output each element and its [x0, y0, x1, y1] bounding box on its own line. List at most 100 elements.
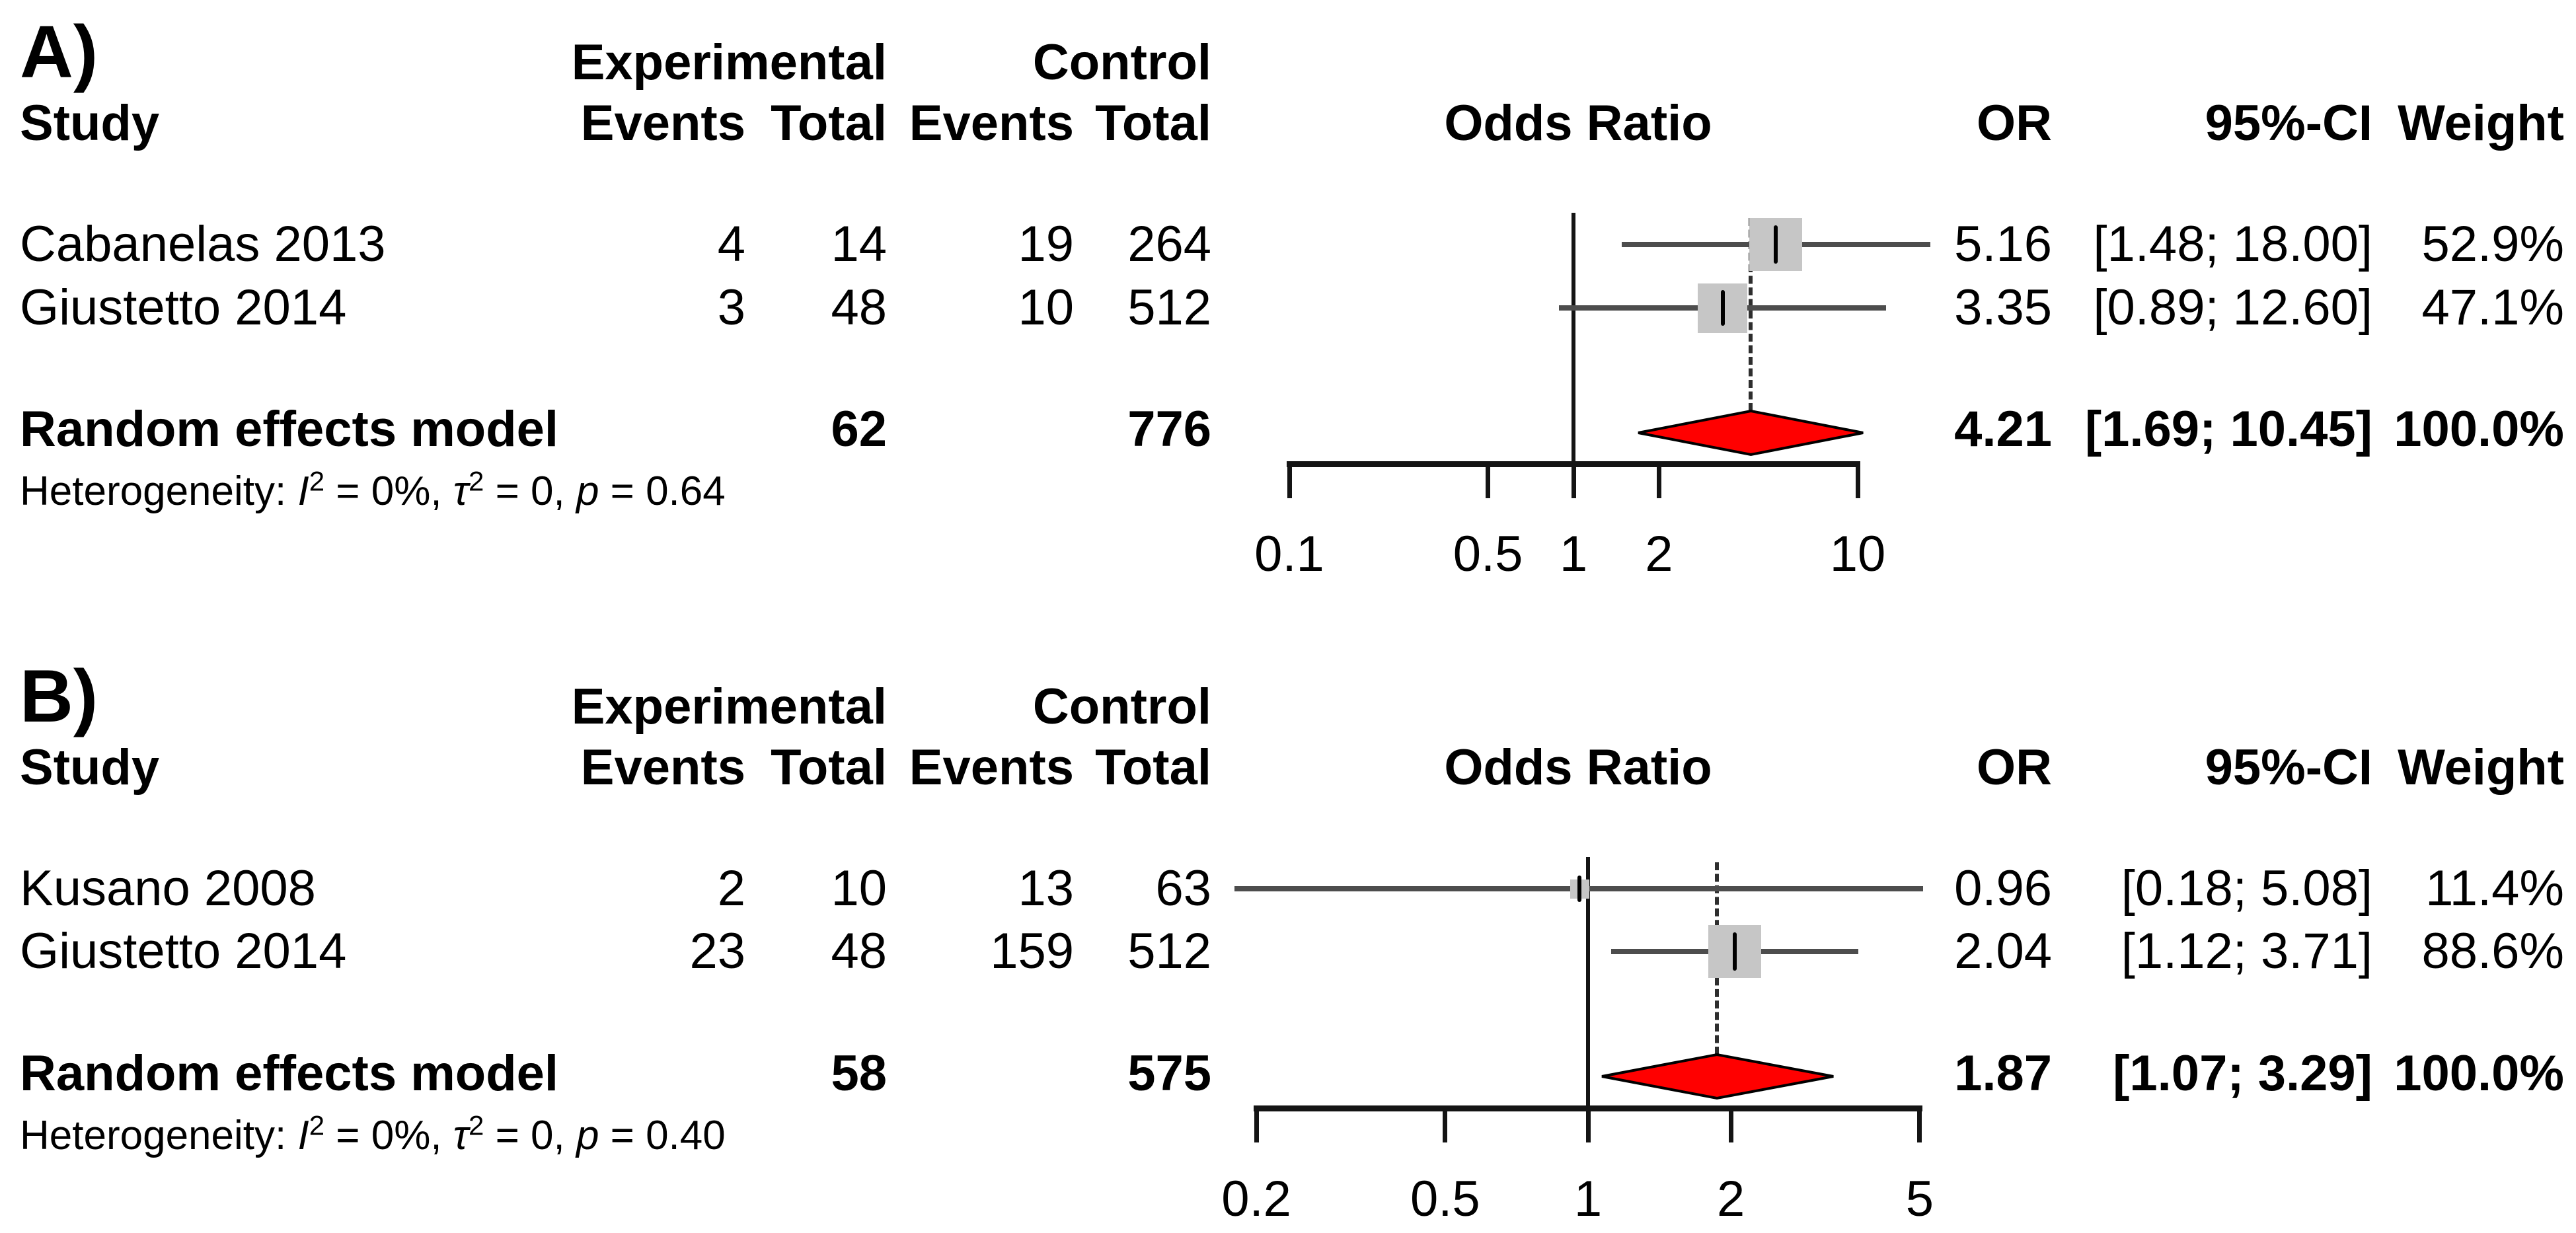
study-or: 3.35: [1954, 280, 2052, 336]
study-events-ctrl: 13: [1018, 860, 1074, 916]
study-or: 0.96: [1954, 860, 2052, 916]
study-total-exp: 14: [831, 216, 887, 272]
panel-b-col-total-ctrl: Total: [1095, 739, 1211, 796]
panel-a-col-total-ctrl: Total: [1095, 95, 1211, 151]
or-marker: [1720, 290, 1725, 326]
axis-tick-label: 1: [1559, 526, 1588, 582]
pooled-diamond: [1601, 1053, 1834, 1100]
study-ci: [0.89; 12.60]: [2093, 280, 2372, 336]
panel-a-col-total-exp: Total: [771, 95, 887, 151]
axis-tick: [1728, 1108, 1733, 1142]
pooled-name: Random effects model: [20, 1045, 559, 1102]
study-name: Kusano 2008: [20, 860, 316, 916]
axis-tick-label: 1: [1573, 1171, 1603, 1227]
pooled-ci: [1.07; 3.29]: [2113, 1045, 2372, 1102]
panel-b-col-study: Study: [20, 739, 160, 796]
study-name: Giustetto 2014: [20, 923, 347, 979]
panel-a-col-weight: Weight: [2398, 95, 2564, 151]
study-events-ctrl: 159: [990, 923, 1074, 979]
pooled-or: 1.87: [1954, 1045, 2052, 1102]
axis-tick-label: 0.5: [1453, 526, 1523, 582]
study-name: Cabanelas 2013: [20, 216, 386, 272]
study-total-ctrl: 512: [1127, 923, 1211, 979]
study-total-ctrl: 512: [1127, 280, 1211, 336]
or-marker: [1577, 876, 1582, 902]
pooled-dashed-line: [1749, 218, 1753, 411]
axis-tick-label: 0.5: [1410, 1171, 1480, 1227]
axis-tick: [1571, 464, 1576, 498]
panel-b-col-weight: Weight: [2398, 739, 2564, 796]
study-weight: 11.4%: [2425, 860, 2564, 916]
panel-b-label: B): [20, 655, 98, 737]
pooled-total-exp: 62: [831, 401, 887, 457]
axis-tick: [1585, 1108, 1591, 1142]
heterogeneity-line: Heterogeneity: I2 = 0%, τ2 = 0, p = 0.40: [20, 1109, 726, 1158]
panel-b-col-or: OR: [1977, 739, 2052, 796]
study-or: 5.16: [1954, 216, 2052, 272]
axis-tick: [1917, 1108, 1922, 1142]
panel-a-label: A): [20, 11, 98, 93]
axis-tick-label: 10: [1829, 526, 1886, 582]
or-marker: [1733, 932, 1737, 971]
study-total-exp: 10: [831, 860, 887, 916]
panel-b-col-events-ctrl: Events: [909, 739, 1074, 796]
study-events-exp: 23: [689, 923, 745, 979]
panel-b-group-experimental: Experimental: [571, 679, 887, 735]
study-events-exp: 3: [717, 280, 745, 336]
panel-a-col-events-ctrl: Events: [909, 95, 1074, 151]
axis-tick: [1656, 464, 1661, 498]
panel-a-group-experimental: Experimental: [571, 34, 887, 91]
panel-a-col-study: Study: [20, 95, 160, 151]
panel-a-col-or: OR: [1977, 95, 2052, 151]
null-line: [1572, 213, 1575, 464]
axis-tick-label: 0.2: [1221, 1171, 1291, 1227]
pooled-total-ctrl: 575: [1127, 1045, 1211, 1102]
axis-tick: [1443, 1108, 1448, 1142]
study-ci: [0.18; 5.08]: [2121, 860, 2372, 916]
study-weight: 52.9%: [2421, 216, 2565, 272]
study-events-ctrl: 19: [1018, 216, 1074, 272]
panel-a-group-control: Control: [1032, 34, 1211, 91]
panel-a-col-odds-ratio: Odds Ratio: [1444, 95, 1712, 151]
pooled-or: 4.21: [1954, 401, 2052, 457]
axis-tick: [1486, 464, 1491, 498]
axis-tick: [1287, 464, 1292, 498]
study-ci: [1.48; 18.00]: [2093, 216, 2372, 272]
pooled-diamond: [1638, 409, 1864, 457]
study-events-ctrl: 10: [1018, 280, 1074, 336]
pooled-total-exp: 58: [831, 1045, 887, 1102]
axis-tick-label: 2: [1645, 526, 1673, 582]
study-or: 2.04: [1954, 923, 2052, 979]
or-marker: [1774, 225, 1778, 264]
study-total-exp: 48: [831, 923, 887, 979]
pooled-total-ctrl: 776: [1127, 401, 1211, 457]
study-total-ctrl: 264: [1127, 216, 1211, 272]
panel-b-col-events-exp: Events: [580, 739, 745, 796]
panel-b-col-total-exp: Total: [771, 739, 887, 796]
pooled-weight: 100.0%: [2394, 1045, 2564, 1102]
pooled-weight: 100.0%: [2394, 401, 2564, 457]
study-ci: [1.12; 3.71]: [2121, 923, 2372, 979]
axis-tick: [1855, 464, 1860, 498]
study-total-exp: 48: [831, 280, 887, 336]
panel-b-col-odds-ratio: Odds Ratio: [1444, 739, 1712, 796]
study-name: Giustetto 2014: [20, 280, 347, 336]
study-weight: 88.6%: [2421, 923, 2565, 979]
study-events-exp: 4: [717, 216, 745, 272]
axis-tick-label: 5: [1905, 1171, 1934, 1227]
pooled-name: Random effects model: [20, 401, 559, 457]
axis-tick-label: 0.1: [1254, 526, 1324, 582]
pooled-ci: [1.69; 10.45]: [2084, 401, 2372, 457]
study-weight: 47.1%: [2421, 280, 2565, 336]
panel-b-col-ci: 95%-CI: [2205, 739, 2372, 796]
study-total-ctrl: 63: [1155, 860, 1211, 916]
study-events-exp: 2: [717, 860, 745, 916]
null-line: [1586, 857, 1590, 1108]
panel-b-group-control: Control: [1032, 679, 1211, 735]
panel-a-col-ci: 95%-CI: [2205, 95, 2372, 151]
axis-tick: [1254, 1108, 1259, 1142]
axis-tick-label: 2: [1716, 1171, 1745, 1227]
heterogeneity-line: Heterogeneity: I2 = 0%, τ2 = 0, p = 0.64: [20, 465, 726, 514]
